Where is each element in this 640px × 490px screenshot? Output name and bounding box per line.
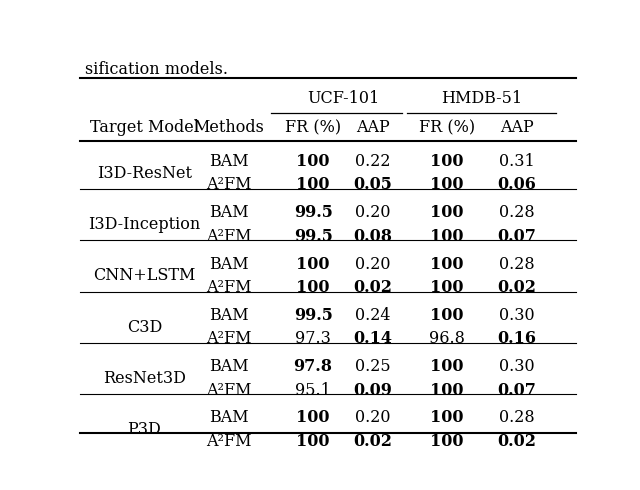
Text: 100: 100 <box>296 176 330 194</box>
Text: 0.02: 0.02 <box>353 279 392 296</box>
Text: 0.30: 0.30 <box>499 307 534 324</box>
Text: I3D-Inception: I3D-Inception <box>88 216 200 233</box>
Text: A²FM: A²FM <box>206 382 252 398</box>
Text: 95.1: 95.1 <box>295 382 331 398</box>
Text: 0.02: 0.02 <box>353 433 392 450</box>
Text: BAM: BAM <box>209 307 248 324</box>
Text: 0.14: 0.14 <box>353 330 392 347</box>
Text: 0.20: 0.20 <box>355 256 390 272</box>
Text: A²FM: A²FM <box>206 176 252 194</box>
Text: 0.28: 0.28 <box>499 204 534 221</box>
Text: 100: 100 <box>296 433 330 450</box>
Text: HMDB-51: HMDB-51 <box>441 90 522 107</box>
Text: C3D: C3D <box>127 318 162 336</box>
Text: 0.28: 0.28 <box>499 410 534 426</box>
Text: 0.06: 0.06 <box>497 176 536 194</box>
Text: BAM: BAM <box>209 204 248 221</box>
Text: BAM: BAM <box>209 358 248 375</box>
Text: 100: 100 <box>430 176 464 194</box>
Text: 0.07: 0.07 <box>497 228 536 245</box>
Text: BAM: BAM <box>209 410 248 426</box>
Text: 96.8: 96.8 <box>429 330 465 347</box>
Text: 0.24: 0.24 <box>355 307 390 324</box>
Text: FR (%): FR (%) <box>285 119 341 136</box>
Text: A²FM: A²FM <box>206 330 252 347</box>
Text: 0.20: 0.20 <box>355 204 390 221</box>
Text: 100: 100 <box>430 382 464 398</box>
Text: AAP: AAP <box>500 119 533 136</box>
Text: 100: 100 <box>296 153 330 170</box>
Text: 0.02: 0.02 <box>497 433 536 450</box>
Text: 100: 100 <box>430 358 464 375</box>
Text: 100: 100 <box>430 410 464 426</box>
Text: AAP: AAP <box>356 119 390 136</box>
Text: 0.07: 0.07 <box>497 382 536 398</box>
Text: 100: 100 <box>430 153 464 170</box>
Text: 99.5: 99.5 <box>294 228 333 245</box>
Text: A²FM: A²FM <box>206 433 252 450</box>
Text: 0.30: 0.30 <box>499 358 534 375</box>
Text: 0.02: 0.02 <box>497 279 536 296</box>
Text: sification models.: sification models. <box>85 61 228 78</box>
Text: 0.05: 0.05 <box>353 176 392 194</box>
Text: 100: 100 <box>430 307 464 324</box>
Text: 99.5: 99.5 <box>294 204 333 221</box>
Text: ResNet3D: ResNet3D <box>103 370 186 387</box>
Text: BAM: BAM <box>209 256 248 272</box>
Text: Target Model: Target Model <box>90 119 199 136</box>
Text: 0.22: 0.22 <box>355 153 390 170</box>
Text: 100: 100 <box>430 279 464 296</box>
Text: 100: 100 <box>430 256 464 272</box>
Text: 0.28: 0.28 <box>499 256 534 272</box>
Text: 97.3: 97.3 <box>295 330 331 347</box>
Text: Methods: Methods <box>193 119 264 136</box>
Text: 97.8: 97.8 <box>294 358 333 375</box>
Text: 0.16: 0.16 <box>497 330 536 347</box>
Text: 100: 100 <box>430 204 464 221</box>
Text: 0.31: 0.31 <box>499 153 534 170</box>
Text: P3D: P3D <box>127 421 161 438</box>
Text: 100: 100 <box>430 228 464 245</box>
Text: A²FM: A²FM <box>206 279 252 296</box>
Text: BAM: BAM <box>209 153 248 170</box>
Text: 0.20: 0.20 <box>355 410 390 426</box>
Text: 100: 100 <box>296 256 330 272</box>
Text: UCF-101: UCF-101 <box>307 90 379 107</box>
Text: 100: 100 <box>430 433 464 450</box>
Text: CNN+LSTM: CNN+LSTM <box>93 267 196 284</box>
Text: 0.08: 0.08 <box>353 228 392 245</box>
Text: 100: 100 <box>296 410 330 426</box>
Text: 0.09: 0.09 <box>353 382 392 398</box>
Text: A²FM: A²FM <box>206 228 252 245</box>
Text: 99.5: 99.5 <box>294 307 333 324</box>
Text: 100: 100 <box>296 279 330 296</box>
Text: FR (%): FR (%) <box>419 119 475 136</box>
Text: 0.25: 0.25 <box>355 358 390 375</box>
Text: I3D-ResNet: I3D-ResNet <box>97 165 192 182</box>
